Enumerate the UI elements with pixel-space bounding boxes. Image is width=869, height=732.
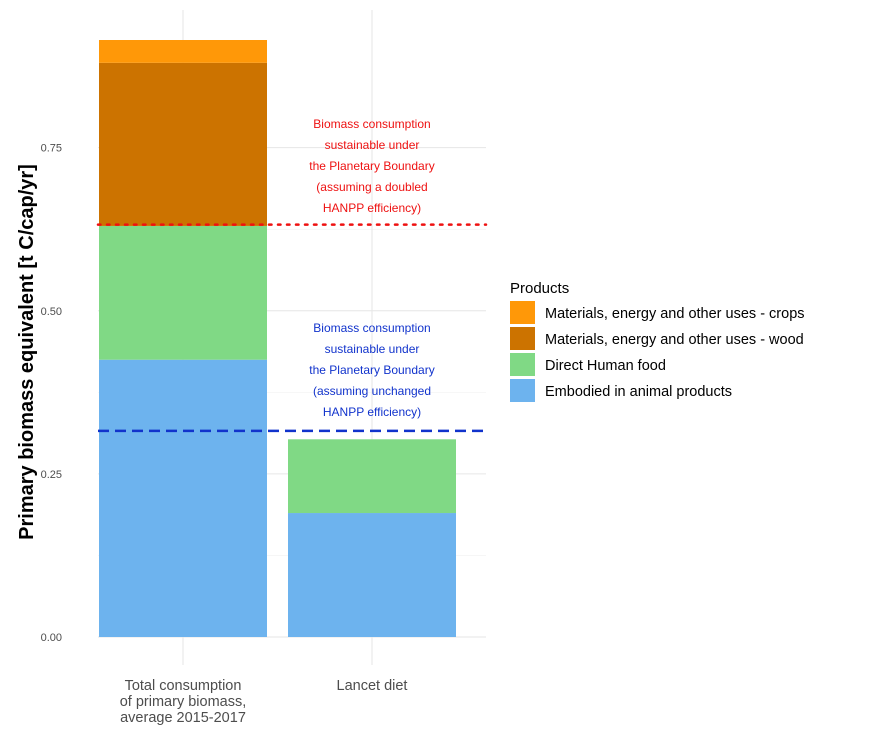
y-axis-ticks: 0.00 0.25 0.50 0.75 <box>41 143 62 644</box>
legend-item-label: Embodied in animal products <box>545 384 732 400</box>
legend-swatch <box>510 353 535 376</box>
legend-item-label: Materials, energy and other uses - wood <box>545 332 804 348</box>
legend-swatch <box>510 327 535 350</box>
bar-segment <box>288 439 456 514</box>
legend-swatch <box>510 379 535 402</box>
y-tick-label: 0.75 <box>41 143 62 155</box>
legend-swatch <box>510 301 535 324</box>
reference-lines: Biomass consumption sustainable under the … <box>96 117 488 433</box>
x-tick-label: Total consumption of primary biomass, aver… <box>120 678 247 726</box>
bars <box>99 40 456 637</box>
legend-item-label: Direct Human food <box>545 358 666 374</box>
bar-segment <box>99 40 267 63</box>
x-tick-label: Lancet diet <box>337 678 408 694</box>
bar-segment <box>99 62 267 226</box>
bar-segment <box>288 513 456 637</box>
x-axis-ticks: Total consumption of primary biomass, aver… <box>120 678 408 726</box>
reference-line-annotation: Biomass consumption sustainable under the … <box>309 321 434 419</box>
reference-line-annotation: Biomass consumption sustainable under the … <box>309 117 434 215</box>
y-tick-label: 0.00 <box>41 632 62 644</box>
y-tick-label: 0.50 <box>41 306 62 318</box>
y-tick-label: 0.25 <box>41 469 62 481</box>
bar-segment <box>99 225 267 360</box>
legend: Products Materials, energy and other use… <box>510 280 805 402</box>
bar-segment <box>99 359 267 637</box>
y-axis-label: Primary biomass equivalent [t C/cap/yr] <box>16 164 38 540</box>
legend-title: Products <box>510 280 569 297</box>
legend-item-label: Materials, energy and other uses - crops <box>545 306 805 322</box>
